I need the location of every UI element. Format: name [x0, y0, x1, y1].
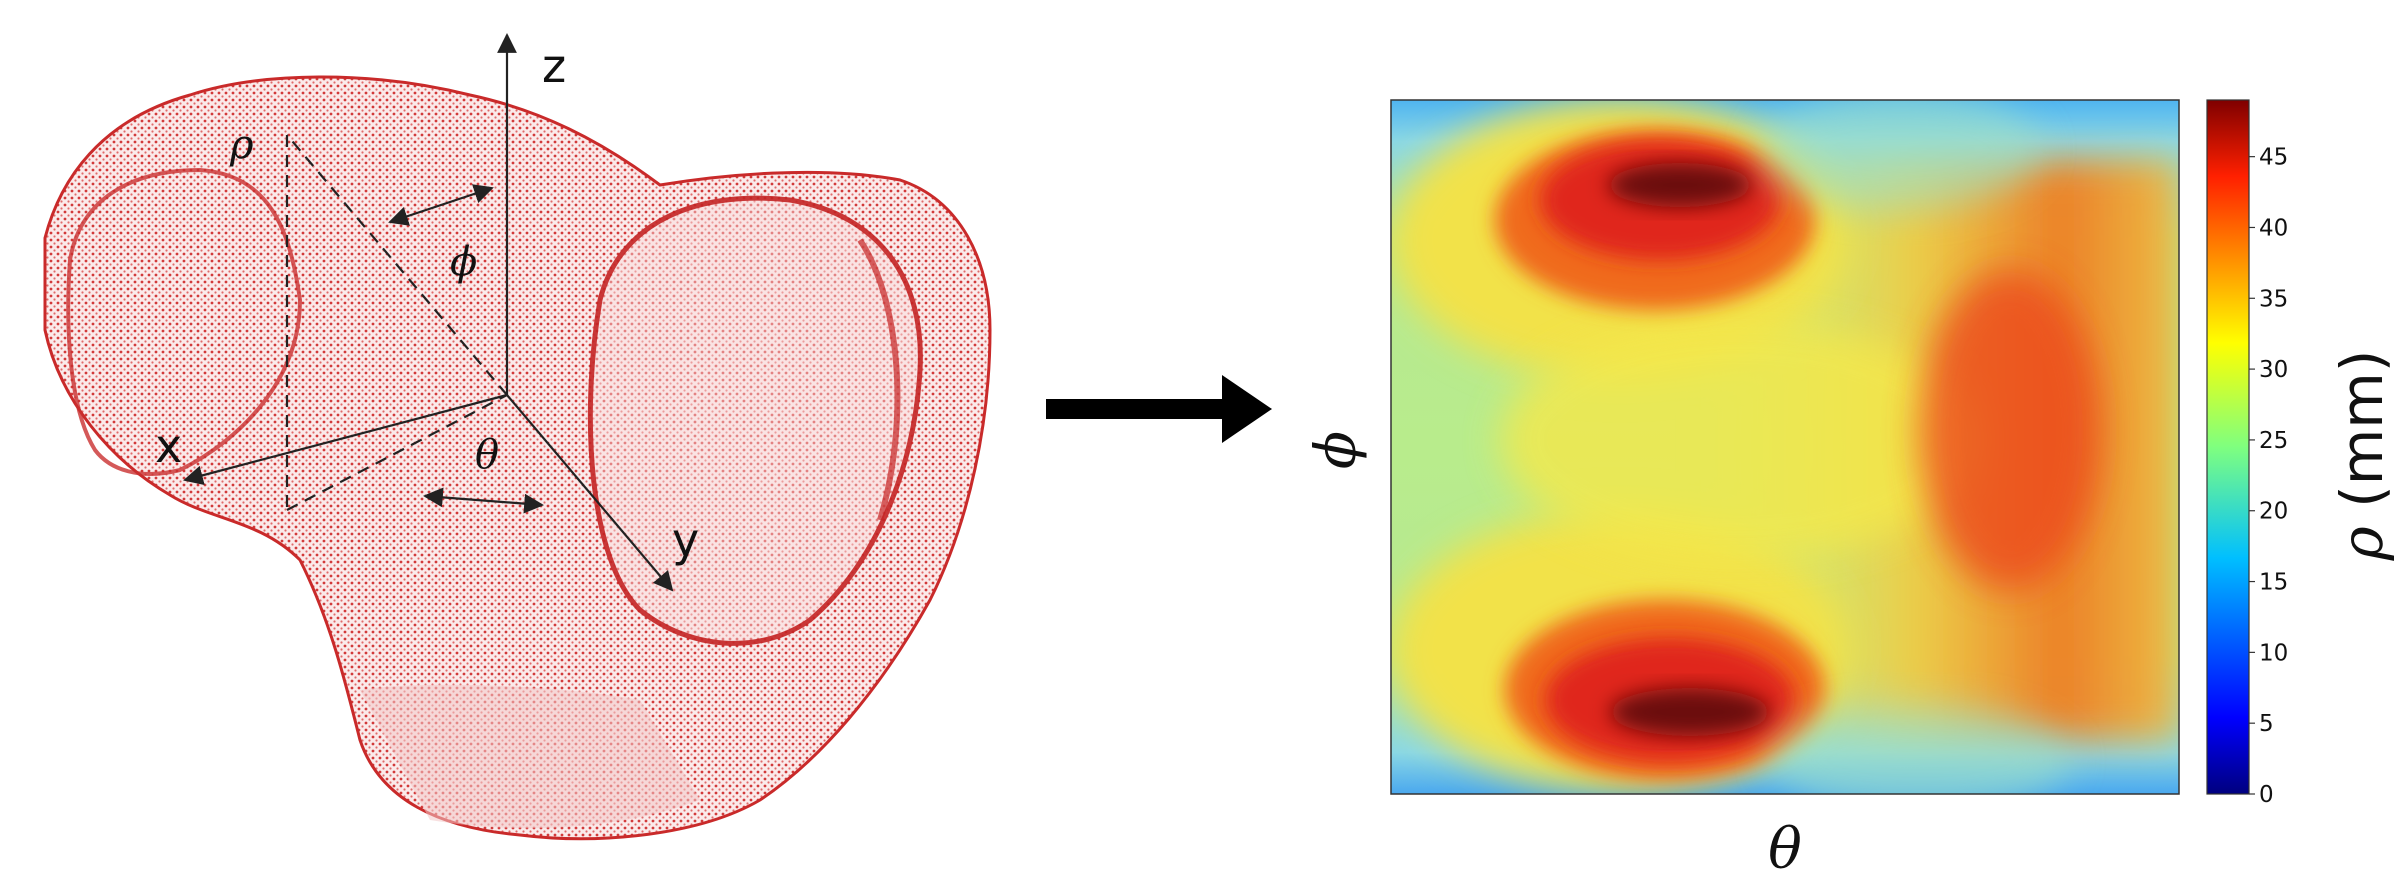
colorbar-tick-label: 45: [2259, 145, 2288, 171]
right-arrow-icon: [1046, 375, 1272, 443]
bone-point-cloud: [43, 75, 992, 841]
colorbar-tick-label: 0: [2259, 782, 2274, 808]
z-axis-label: z: [542, 39, 566, 93]
colorbar-tick-label: 5: [2259, 711, 2274, 737]
colorbar-tick-label: 35: [2259, 286, 2288, 312]
coordinate-axes: [183, 33, 674, 592]
colorbar: [2206, 99, 2250, 795]
x-axis-label: x: [155, 419, 182, 473]
theta-label: θ: [475, 432, 499, 478]
colorbar-tick-label: 40: [2259, 215, 2288, 241]
colorbar-tick-label: 15: [2259, 570, 2288, 596]
colorbar-tick-label: 30: [2259, 357, 2288, 383]
heatmap: [1391, 100, 2179, 794]
colorbar-ticks: 0 5 10 15 20 25 30 35 40 45: [2249, 145, 2288, 808]
y-axis-label: ϕ: [1304, 431, 1369, 469]
heatmap-frame: [1390, 99, 2180, 795]
y-axis-label: y: [672, 513, 699, 567]
colorbar-tick-label: 10: [2259, 640, 2288, 666]
rho-label: ρ: [229, 122, 254, 168]
colorbar-tick-label: 20: [2259, 499, 2288, 525]
colorbar-label-unit: (mm): [2328, 350, 2396, 527]
colorbar-label-symbol: ρ: [2328, 526, 2396, 561]
colorbar-label: ρ (mm): [2328, 350, 2396, 562]
x-axis-label: θ: [1768, 817, 1802, 882]
colorbar-tick-label: 25: [2259, 428, 2288, 454]
phi-label: ϕ: [450, 239, 477, 285]
